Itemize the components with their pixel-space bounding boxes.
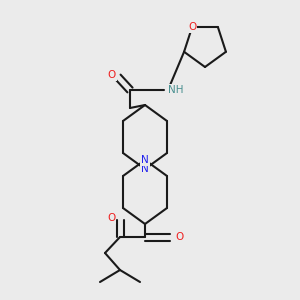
- Text: O: O: [175, 232, 183, 242]
- Text: O: O: [107, 213, 115, 223]
- Text: N: N: [141, 164, 149, 174]
- Text: O: O: [108, 70, 116, 80]
- Text: O: O: [188, 22, 196, 32]
- Text: N: N: [141, 155, 149, 165]
- Text: NH: NH: [168, 85, 184, 95]
